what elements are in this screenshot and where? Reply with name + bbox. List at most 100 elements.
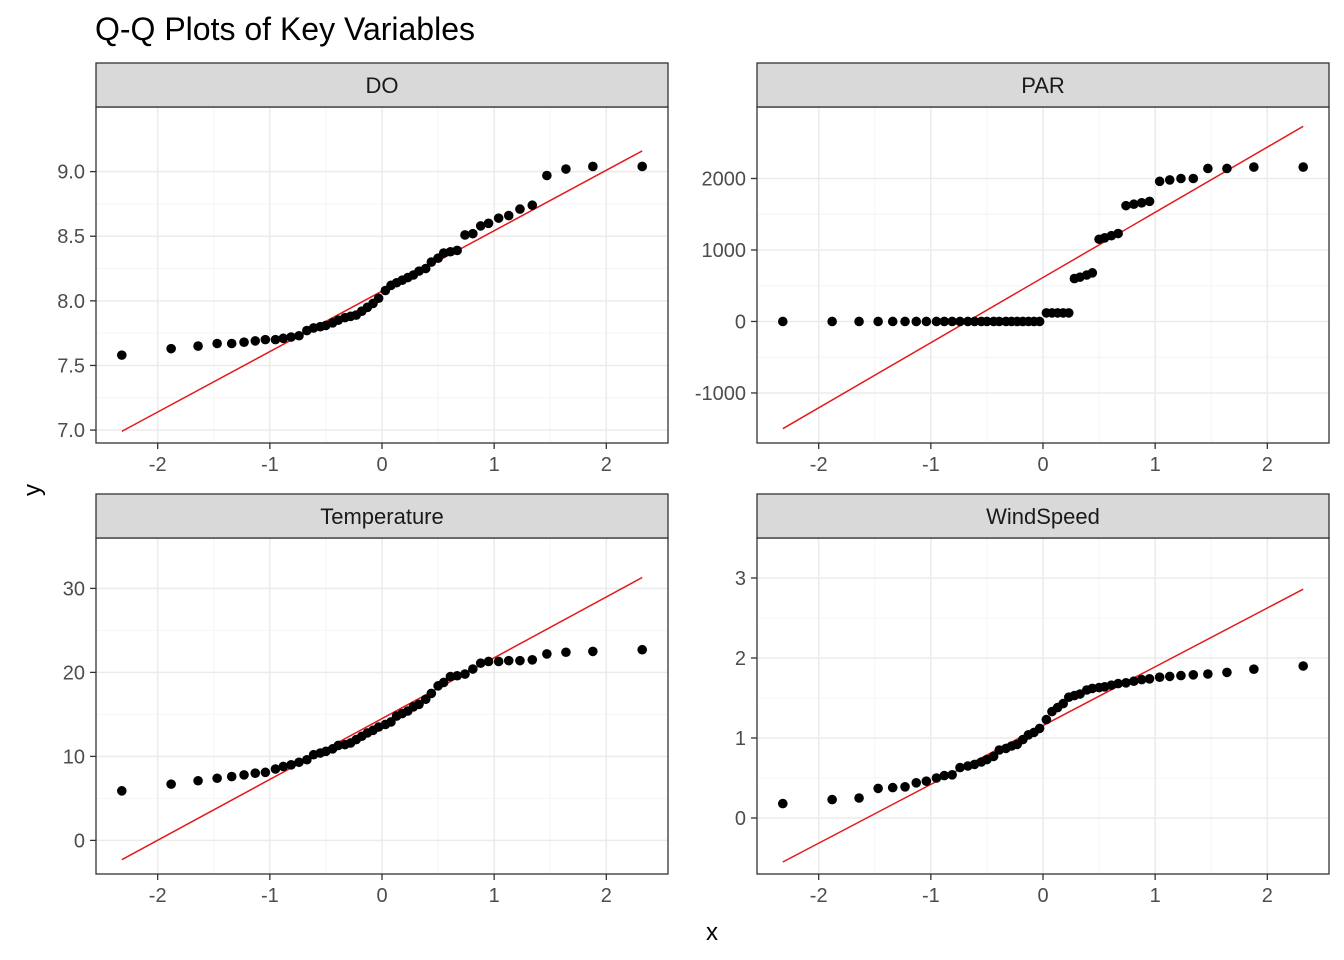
data-point — [873, 316, 883, 327]
data-point — [955, 316, 965, 327]
data-point — [373, 293, 384, 304]
data-point — [827, 794, 837, 805]
data-point — [493, 213, 504, 223]
data-point — [1298, 661, 1309, 671]
data-point — [1144, 196, 1155, 207]
data-point — [1176, 173, 1186, 184]
data-point — [827, 316, 837, 327]
data-point — [475, 658, 486, 668]
x-tick-label: 0 — [1037, 885, 1048, 907]
facet-strip — [95, 493, 669, 539]
data-point — [931, 316, 942, 327]
x-tick-label: 0 — [1037, 454, 1048, 476]
facet-strip-label: Temperature — [320, 504, 444, 529]
data-point — [911, 316, 922, 327]
x-tick-label: -1 — [922, 454, 940, 476]
data-point — [1136, 197, 1147, 208]
data-point — [250, 336, 261, 346]
x-tick-label: 1 — [489, 454, 500, 476]
data-point — [931, 773, 942, 783]
y-tick-label: 0 — [74, 830, 85, 852]
data-point — [414, 699, 424, 710]
data-point — [939, 770, 950, 781]
data-point — [994, 316, 1005, 327]
x-tick-label: 1 — [489, 885, 500, 907]
data-point — [982, 316, 992, 327]
x-tick-label: -1 — [261, 885, 279, 907]
data-point — [503, 655, 514, 666]
data-point — [1113, 228, 1123, 239]
data-point — [226, 338, 237, 349]
data-point — [452, 670, 462, 681]
data-point — [939, 316, 950, 327]
data-point — [777, 798, 788, 809]
data-point — [1188, 670, 1199, 680]
facet-strip-label: PAR — [1021, 73, 1065, 98]
data-point — [166, 343, 176, 354]
data-point — [116, 786, 127, 796]
data-point — [302, 754, 312, 765]
data-point — [286, 332, 296, 342]
data-point — [483, 656, 494, 667]
facet-strip — [95, 62, 669, 108]
data-point — [1298, 162, 1309, 172]
data-point — [1164, 175, 1175, 185]
x-tick-label: -2 — [149, 454, 167, 476]
data-point — [900, 782, 910, 792]
data-point — [438, 677, 449, 688]
x-tick-label: 0 — [376, 454, 387, 476]
y-tick-label: -1000 — [695, 383, 746, 405]
data-point — [239, 770, 249, 780]
data-point — [1249, 664, 1259, 674]
y-tick-label: 3 — [735, 568, 746, 590]
data-point — [1154, 176, 1165, 187]
data-point — [1144, 674, 1155, 684]
data-point — [460, 669, 470, 679]
data-point — [1188, 173, 1199, 184]
data-point — [1113, 678, 1123, 689]
x-tick-label: -2 — [810, 885, 828, 907]
data-point — [527, 655, 538, 665]
data-point — [1041, 714, 1052, 725]
data-point — [212, 773, 222, 784]
x-tick-label: 0 — [376, 885, 387, 907]
y-tick-label: 8.0 — [57, 291, 85, 313]
data-point — [921, 316, 932, 327]
data-point — [988, 751, 999, 762]
x-tick-label: 1 — [1150, 885, 1161, 907]
data-point — [588, 646, 598, 657]
data-point — [854, 316, 864, 327]
x-tick-label: -2 — [149, 885, 167, 907]
data-point — [278, 333, 289, 344]
y-axis-title: y — [19, 484, 46, 496]
data-point — [493, 656, 504, 667]
data-point — [1164, 671, 1175, 682]
data-point — [1034, 316, 1045, 327]
data-point — [226, 771, 237, 782]
data-point — [561, 164, 571, 174]
data-point — [452, 245, 462, 256]
facet-strip-label: WindSpeed — [986, 504, 1100, 529]
data-point — [963, 316, 973, 327]
data-point — [900, 316, 910, 327]
facet-strip-label: DO — [366, 73, 399, 98]
data-point — [426, 688, 437, 699]
facet-strip — [756, 493, 1330, 539]
x-tick-label: -1 — [261, 454, 279, 476]
data-point — [515, 204, 525, 214]
data-point — [1087, 268, 1098, 278]
x-tick-label: 2 — [601, 454, 612, 476]
data-point — [166, 779, 176, 789]
data-point — [1176, 670, 1186, 681]
x-tick-label: 1 — [1150, 454, 1161, 476]
y-tick-label: 7.5 — [57, 355, 85, 377]
data-point — [911, 778, 922, 788]
data-point — [468, 664, 478, 674]
data-point — [1034, 723, 1045, 734]
data-point — [270, 334, 281, 345]
y-tick-label: 20 — [63, 662, 85, 684]
y-tick-label: 9.0 — [57, 162, 85, 184]
data-point — [116, 350, 127, 360]
data-point — [1203, 163, 1213, 174]
